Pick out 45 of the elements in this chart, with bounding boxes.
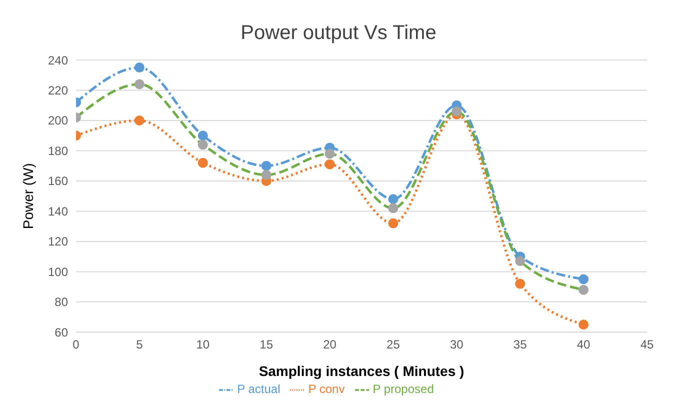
y-tick-label: 120 bbox=[48, 234, 68, 249]
x-tick-label: 20 bbox=[323, 338, 337, 352]
point bbox=[134, 115, 144, 126]
point bbox=[578, 320, 589, 330]
point bbox=[198, 130, 208, 141]
y-axis-title: Power (W) bbox=[20, 163, 36, 230]
point bbox=[452, 106, 462, 116]
y-tick-label: 200 bbox=[48, 114, 68, 128]
point bbox=[388, 194, 398, 204]
chart-title: Power output Vs Time bbox=[240, 21, 438, 46]
y-tick-label: 60 bbox=[54, 325, 68, 340]
x-tick-label: 25 bbox=[386, 338, 400, 352]
point bbox=[388, 218, 398, 228]
point bbox=[515, 278, 526, 289]
x-axis-title: Sampling instances ( Minutes ) bbox=[258, 363, 464, 380]
x-tick-label: 10 bbox=[196, 338, 210, 352]
point bbox=[198, 140, 208, 150]
point bbox=[578, 284, 589, 295]
point bbox=[261, 170, 272, 180]
point bbox=[261, 160, 272, 171]
x-tick-label: 45 bbox=[640, 338, 654, 352]
x-tick-label: 15 bbox=[260, 338, 274, 352]
y-tick-label: 240 bbox=[48, 53, 68, 68]
legend-label: P proposed bbox=[372, 382, 434, 396]
y-tick-label: 220 bbox=[48, 84, 68, 98]
legend-label: P conv bbox=[308, 382, 345, 396]
y-tick-label: 140 bbox=[48, 204, 68, 218]
y-tick-label: 80 bbox=[54, 295, 68, 310]
point bbox=[134, 79, 144, 90]
point bbox=[515, 256, 526, 266]
x-tick-label: 30 bbox=[450, 338, 464, 352]
point bbox=[324, 148, 335, 159]
x-tick-label: 5 bbox=[136, 338, 144, 352]
point bbox=[324, 159, 335, 170]
point bbox=[388, 203, 398, 214]
x-tick-label: 35 bbox=[513, 338, 528, 352]
point bbox=[134, 62, 144, 73]
y-tick-label: 160 bbox=[48, 174, 68, 188]
legend-label: P actual bbox=[237, 382, 280, 396]
point bbox=[198, 158, 208, 168]
y-tick-label: 100 bbox=[48, 264, 68, 279]
x-tick-label: 40 bbox=[576, 338, 591, 352]
x-tick-label: 0 bbox=[72, 338, 80, 352]
point bbox=[578, 274, 589, 284]
y-tick-label: 180 bbox=[48, 144, 68, 158]
